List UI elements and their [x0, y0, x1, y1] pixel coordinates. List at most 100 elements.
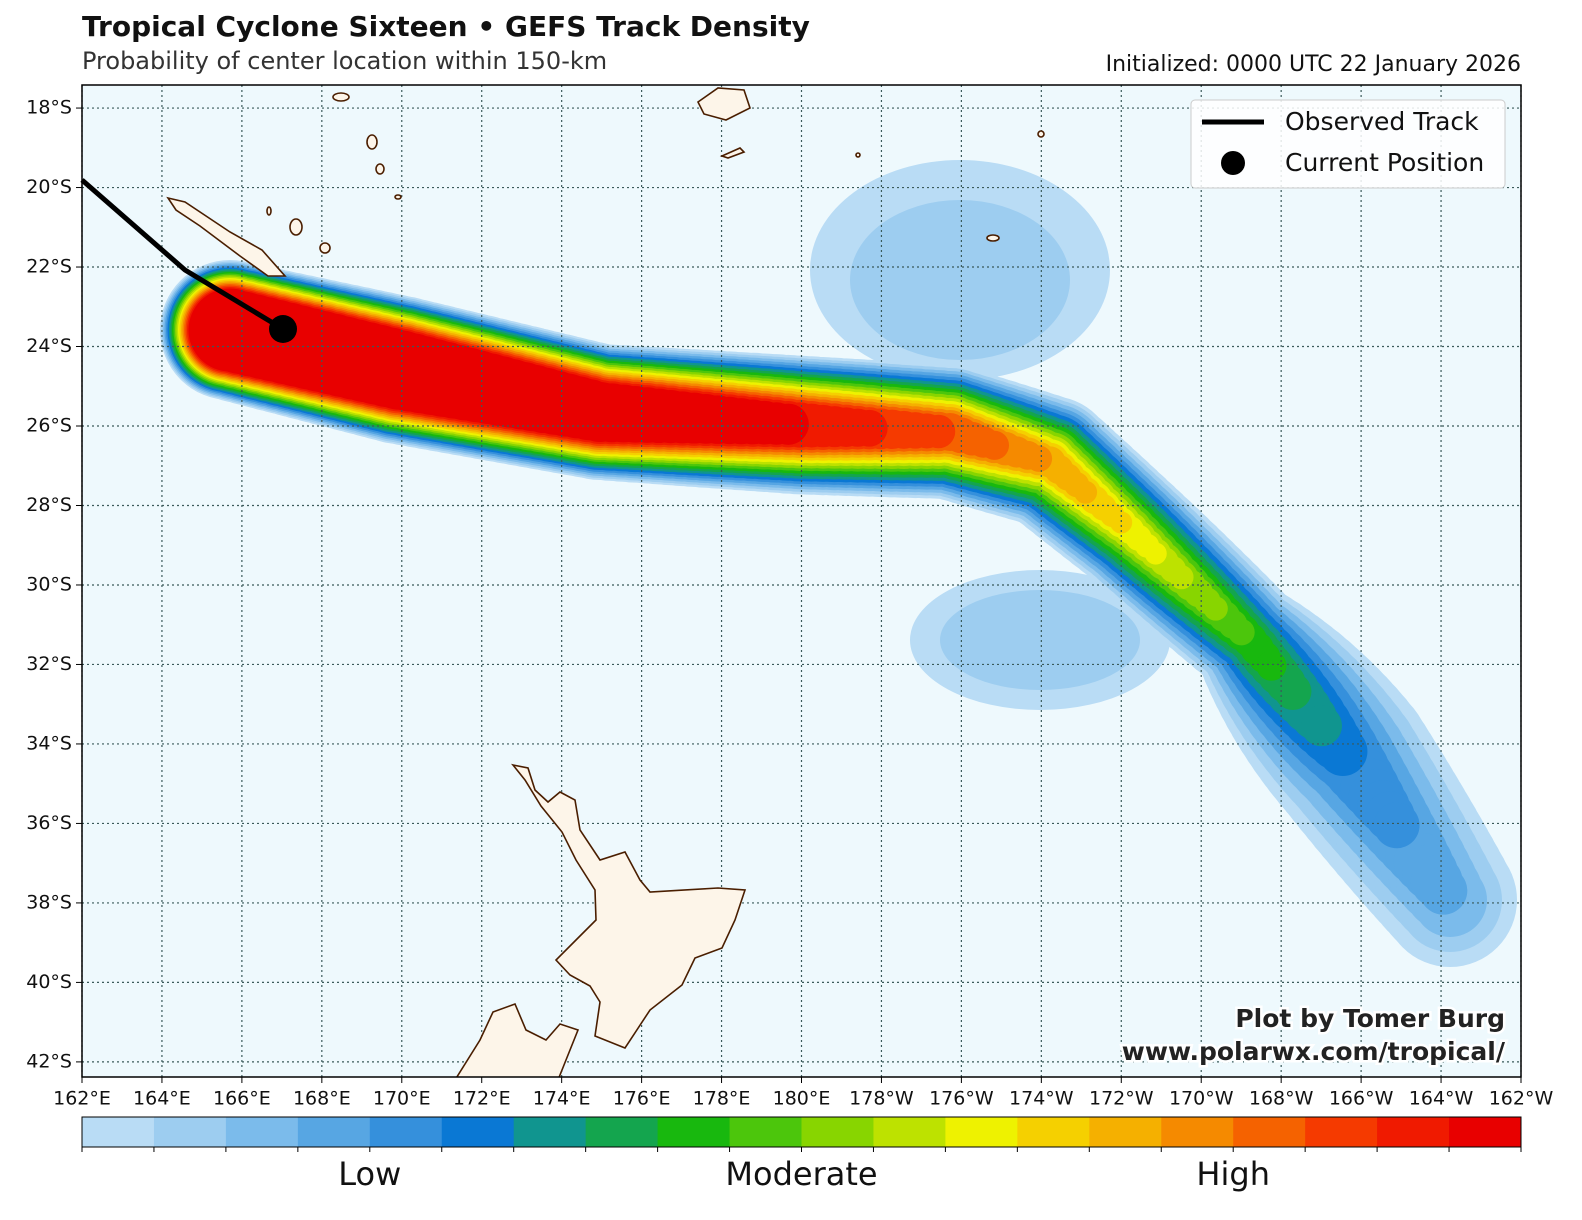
lon-tick-label: 164°W [1409, 1088, 1474, 1110]
lat-tick-label: 22°S [26, 256, 72, 278]
density-cell [921, 414, 956, 449]
density-cell [1025, 445, 1053, 472]
colorbar-cell [729, 1117, 802, 1147]
density-cell [1274, 672, 1312, 711]
colorbar-cell [1233, 1117, 1306, 1147]
legend-label: Current Position [1285, 148, 1484, 177]
density-field [160, 160, 1517, 967]
lon-tick-label: 166°E [213, 1088, 271, 1110]
island [855, 152, 861, 158]
colorbar-cell [225, 1117, 299, 1147]
colorbar-cell [513, 1117, 587, 1147]
lat-tick-label: 32°S [26, 653, 72, 675]
colorbar-cell [1161, 1117, 1234, 1147]
subtitle: Probability of center location within 15… [82, 47, 607, 75]
density-cell [1256, 650, 1287, 681]
new-caledonia [166, 196, 287, 277]
island [1037, 130, 1045, 138]
colorbar: Low Moderate High [81, 1116, 1522, 1193]
density-cell [850, 409, 888, 447]
legend-box [1190, 99, 1506, 189]
credit-line: www.polarwx.com/tropical/ [1122, 1037, 1506, 1066]
density-cell [1228, 618, 1255, 646]
lat-tick-label: 34°S [26, 732, 72, 754]
lon-tick-label: 180°E [773, 1088, 831, 1110]
density-level [188, 288, 809, 445]
colorbar-cell [585, 1117, 659, 1147]
lon-tick-label: 166°W [1329, 1088, 1394, 1110]
colorbar-cell [1017, 1117, 1090, 1147]
island [375, 163, 385, 175]
colorbar-cell [153, 1117, 227, 1147]
map-frame [81, 84, 1522, 1078]
colorbar-label: Moderate [725, 1155, 877, 1193]
island [289, 218, 303, 236]
density-cell [767, 403, 809, 445]
density-cell [1203, 596, 1228, 621]
grid: 162°E 164°E 166°E 168°E 170°E 172°E 174°E 176°E… [26, 85, 1553, 1110]
legend: Observed Track Current Position [1190, 99, 1506, 189]
island [366, 134, 378, 150]
colorbar-cell [657, 1117, 731, 1147]
colorbar-cell [297, 1117, 371, 1147]
colorbar-cell [801, 1117, 874, 1147]
lon-tick-label: 174°W [1009, 1088, 1074, 1110]
lat-tick-label: 36°S [26, 812, 72, 834]
colorbar-label: High [1196, 1155, 1270, 1193]
coastlines [166, 87, 1045, 1077]
density-cell [1419, 866, 1468, 915]
lon-tick-label: 170°W [1169, 1088, 1234, 1110]
lon-tick-label: 162°W [1489, 1088, 1554, 1110]
density-cell [1144, 542, 1167, 565]
density-cell [1300, 705, 1342, 747]
lon-tick-label: 172°W [1089, 1088, 1154, 1110]
lat-tick-label: 30°S [26, 573, 72, 595]
density-cell [1169, 565, 1194, 590]
south-island [455, 1002, 580, 1077]
island [319, 242, 331, 254]
colorbar-label: Low [338, 1155, 401, 1193]
title: Tropical Cyclone Sixteen • GEFS Track De… [82, 10, 810, 43]
north-island [511, 763, 747, 1049]
fiji [696, 87, 751, 121]
density-cell [979, 430, 1010, 460]
colorbar-cell [441, 1117, 515, 1147]
density-cell [1074, 480, 1098, 504]
credit-line: Plot by Tomer Burg [1235, 1004, 1505, 1033]
lon-tick-label: 178°E [693, 1088, 751, 1110]
density-cell [1110, 511, 1133, 534]
colorbar-cell [1449, 1117, 1522, 1147]
colorbar-cell [369, 1117, 443, 1147]
lon-tick-label: 178°W [849, 1088, 914, 1110]
island [266, 206, 272, 216]
current-position [269, 315, 297, 343]
island [986, 234, 1000, 242]
lon-tick-label: 168°W [1249, 1088, 1314, 1110]
lat-tick-label: 42°S [26, 1050, 72, 1072]
colorbar-cell [1089, 1117, 1162, 1147]
lat-tick-label: 28°S [26, 494, 72, 516]
lon-tick-label: 176°E [613, 1088, 671, 1110]
vanua-levu [719, 147, 746, 159]
lon-tick-label: 174°E [533, 1088, 591, 1110]
lat-tick-label: 20°S [26, 176, 72, 198]
lon-tick-label: 162°E [53, 1088, 111, 1110]
legend-dot [1221, 151, 1245, 175]
island [332, 92, 350, 102]
density-blob [940, 590, 1140, 690]
lat-tick-label: 40°S [26, 971, 72, 993]
lon-tick-label: 164°E [133, 1088, 191, 1110]
island [394, 194, 402, 200]
lon-tick-label: 176°W [929, 1088, 994, 1110]
legend-label: Observed Track [1285, 107, 1479, 136]
credit: Plot by Tomer Burg www.polarwx.com/tropi… [1119, 1002, 1508, 1069]
lon-tick-label: 170°E [373, 1088, 431, 1110]
density-blob [850, 200, 1070, 360]
lat-tick-label: 26°S [26, 415, 72, 437]
lat-tick-label: 38°S [26, 891, 72, 913]
colorbar-cell [945, 1117, 1018, 1147]
colorbar-cell [82, 1117, 155, 1147]
lon-tick-label: 172°E [453, 1088, 511, 1110]
